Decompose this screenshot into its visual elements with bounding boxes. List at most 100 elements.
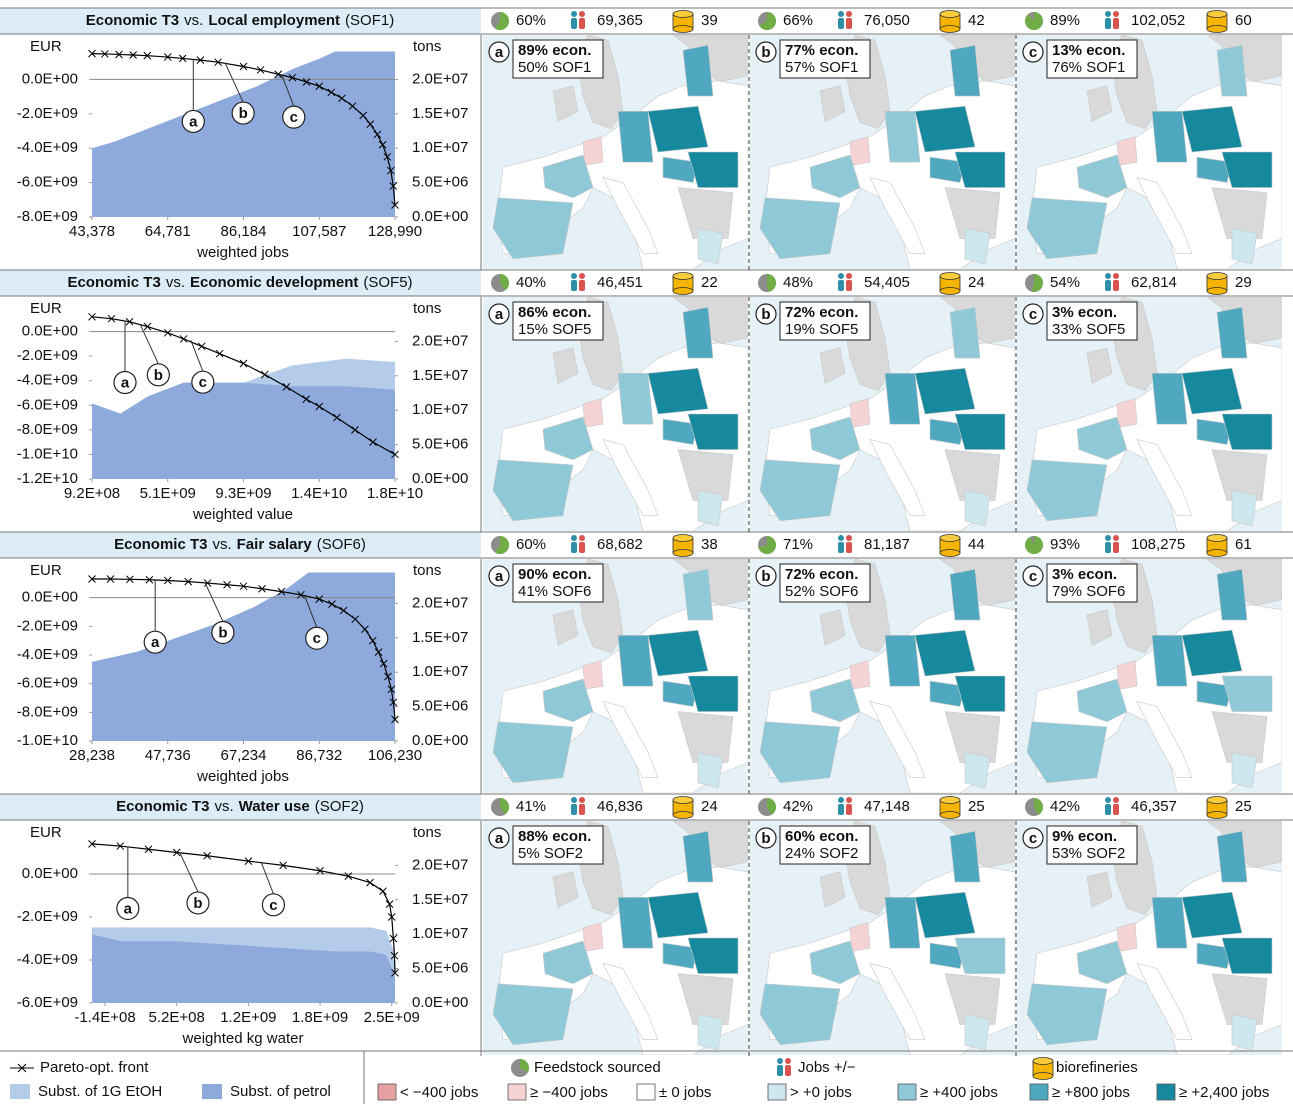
cylinder-top xyxy=(940,273,960,280)
legend-label: Jobs +/− xyxy=(798,1059,856,1076)
econ-share: 72% econ. xyxy=(785,566,858,583)
map-region xyxy=(1117,661,1137,689)
person-head xyxy=(846,273,852,279)
cylinder-bottom xyxy=(1033,1073,1053,1080)
cylinder-bottom xyxy=(673,26,693,33)
x-tick-label: 86,732 xyxy=(296,747,342,764)
map-region xyxy=(1152,111,1187,162)
x-tick-label: 5.1E+09 xyxy=(140,485,196,502)
y-tick-label: -4.0E+09 xyxy=(17,139,78,156)
jobs-label: 46,836 xyxy=(597,798,643,815)
econ-share: 72% econ. xyxy=(785,304,858,321)
person-head xyxy=(1113,273,1119,279)
cylinder-bottom xyxy=(673,288,693,295)
feedstock-label: 42% xyxy=(783,798,813,815)
map-region xyxy=(683,569,713,620)
y2-tick-label: 1.5E+07 xyxy=(412,629,468,646)
cylinder-top xyxy=(673,535,693,542)
biorefineries-label: 42 xyxy=(968,12,985,29)
cylinder-top xyxy=(673,797,693,804)
person-head xyxy=(838,535,844,541)
header-part: vs. xyxy=(212,536,231,553)
y-tick-label: -2.0E+09 xyxy=(17,617,78,634)
jobs-label: 46,357 xyxy=(1131,798,1177,815)
legend-label: Subst. of petrol xyxy=(230,1083,331,1100)
legend-label: < −400 jobs xyxy=(400,1084,478,1101)
header-part: vs. xyxy=(166,274,185,291)
y2-tick-label: 1.0E+07 xyxy=(412,663,468,680)
sof-share: 5% SOF2 xyxy=(518,845,583,862)
y-tick-label: -4.0E+09 xyxy=(17,646,78,663)
cylinder-top xyxy=(673,11,693,18)
pareto-marker xyxy=(367,879,374,886)
map-region xyxy=(1152,897,1187,948)
y-tick-label: 0.0E+00 xyxy=(22,323,78,340)
econ-share: 3% econ. xyxy=(1052,304,1117,321)
annotation-leader xyxy=(180,853,198,892)
y2-tick-label: 1.5E+07 xyxy=(412,105,468,122)
legend-label: ± 0 jobs xyxy=(659,1084,711,1101)
person-head xyxy=(579,273,585,279)
person-body xyxy=(579,542,585,553)
person-body xyxy=(1105,542,1111,553)
person-head xyxy=(571,11,577,17)
map-region xyxy=(648,106,708,152)
map-region xyxy=(1217,307,1247,358)
y-axis-label: EUR xyxy=(30,562,62,579)
legend-swatch xyxy=(768,1084,786,1100)
annotation-label: b xyxy=(239,105,248,122)
y-tick-label: 0.0E+00 xyxy=(22,70,78,87)
y-axis-label: EUR xyxy=(30,300,62,317)
sof-share: 33% SOF5 xyxy=(1052,321,1125,338)
x-axis-label: weighted kg water xyxy=(182,1030,304,1047)
header-part: Economic T3 xyxy=(86,12,179,29)
person-body xyxy=(846,18,852,29)
feedstock-label: 89% xyxy=(1050,12,1080,29)
person-head xyxy=(1113,11,1119,17)
biorefineries-label: 60 xyxy=(1235,12,1252,29)
person-body xyxy=(846,542,852,553)
person-body xyxy=(571,804,577,815)
x-axis-label: weighted jobs xyxy=(196,244,289,261)
header-part: Economic T3 xyxy=(114,536,207,553)
feedstock-label: 60% xyxy=(516,536,546,553)
cylinder-top xyxy=(940,797,960,804)
x-tick-label: 28,238 xyxy=(69,747,115,764)
map-region xyxy=(1182,892,1242,938)
map-region xyxy=(583,137,603,165)
cylinder-bottom xyxy=(1207,812,1227,819)
feedstock-label: 54% xyxy=(1050,274,1080,291)
biorefineries-label: 25 xyxy=(968,798,985,815)
y2-tick-label: 5.0E+06 xyxy=(412,698,468,715)
sof-share: 41% SOF6 xyxy=(518,583,591,600)
person-body xyxy=(1113,804,1119,815)
map-region xyxy=(915,630,975,676)
annotation-label: b xyxy=(218,624,227,641)
y-tick-label: -2.0E+09 xyxy=(17,347,78,364)
legend-swatch xyxy=(898,1084,916,1100)
x-tick-label: 9.3E+09 xyxy=(215,485,271,502)
annotation-leader xyxy=(261,863,273,894)
x-tick-label: 9.2E+08 xyxy=(64,485,120,502)
y-axis-label: EUR xyxy=(30,38,62,55)
map-region xyxy=(950,569,980,620)
jobs-label: 76,050 xyxy=(864,12,910,29)
annotation-label: c xyxy=(290,109,298,126)
header-part: Fair salary xyxy=(237,536,313,553)
sof-share: 79% SOF6 xyxy=(1052,583,1125,600)
legend-label: ≥ −400 jobs xyxy=(530,1084,608,1101)
jobs-label: 102,052 xyxy=(1131,12,1185,29)
annotation-label: a xyxy=(189,113,198,130)
biorefineries-label: 25 xyxy=(1235,798,1252,815)
header-part: vs. xyxy=(184,12,203,29)
page: Economic T3vs.Local employment(SOF1)EURt… xyxy=(0,0,1293,1109)
person-body xyxy=(579,280,585,291)
pareto-marker xyxy=(164,329,171,336)
y2-axis-label: tons xyxy=(413,824,441,841)
legend-swatch xyxy=(10,1084,30,1099)
person-head xyxy=(571,797,577,803)
header-title: Economic T3vs.Fair salary(SOF6) xyxy=(114,536,366,553)
econ-share: 3% econ. xyxy=(1052,566,1117,583)
header-title: Economic T3vs.Water use(SOF2) xyxy=(116,798,364,815)
map-region xyxy=(1117,399,1137,427)
